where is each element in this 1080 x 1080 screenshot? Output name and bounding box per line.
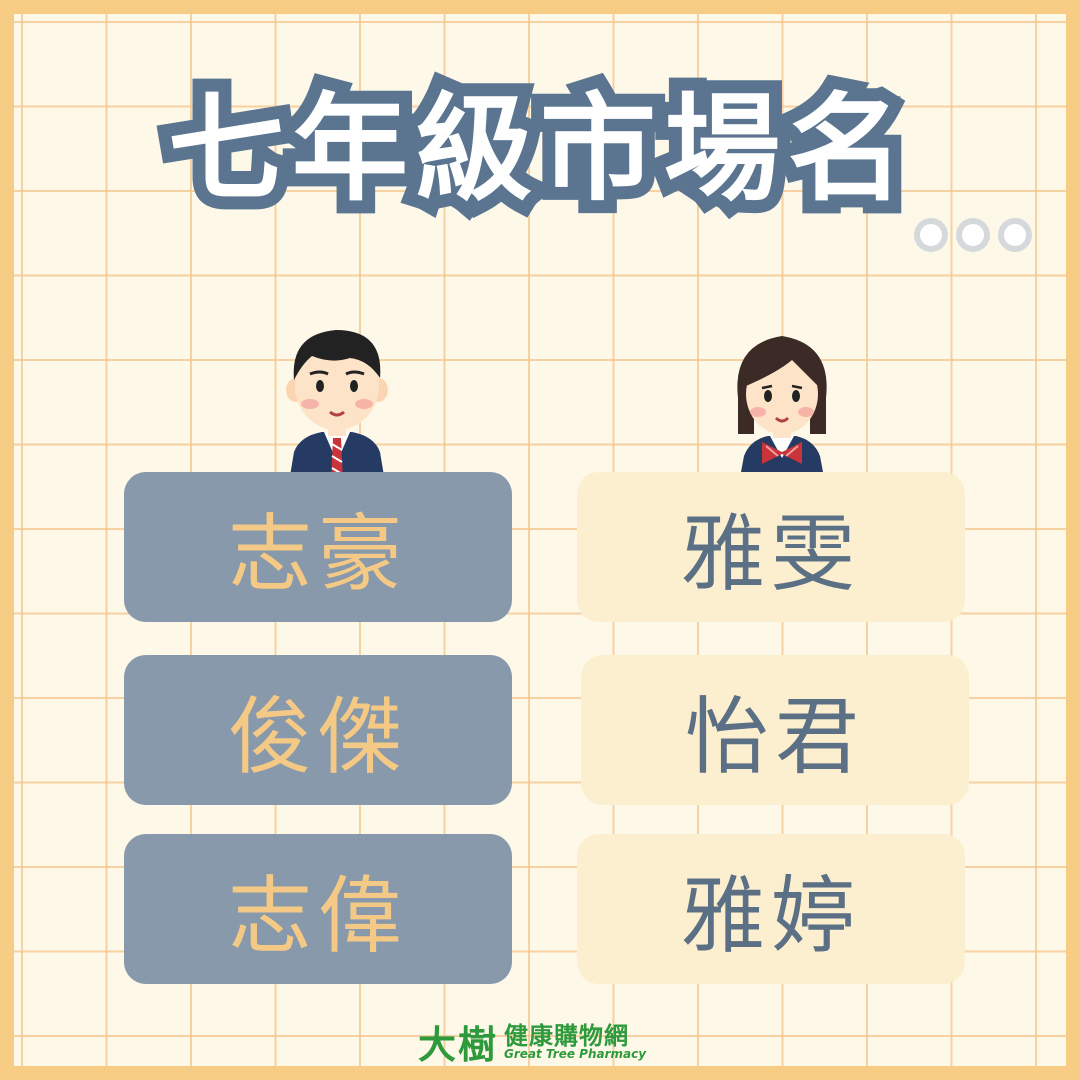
girl-name-card: 怡君: [581, 655, 969, 805]
boy-name-card: 志豪: [124, 472, 512, 622]
logo-english-text: Great Tree Pharmacy: [504, 1046, 647, 1061]
page-title: 七年級市場名: [155, 79, 917, 221]
logo-chinese-text: 健康購物網: [504, 1021, 630, 1050]
ellipsis-decoration: [914, 218, 1032, 252]
girl-name: 雅婷: [680, 866, 861, 965]
logo-side: 健康購物網 Great Tree Pharmacy: [504, 1024, 646, 1060]
boy-name: 志偉: [227, 866, 408, 965]
boy-name-card: 俊傑: [124, 655, 512, 805]
dot: [956, 218, 990, 252]
dot: [914, 218, 948, 252]
boy-student-icon: [286, 330, 388, 488]
girl-name: 怡君: [684, 687, 865, 786]
boy-name: 俊傑: [227, 687, 408, 786]
girl-student-icon: [737, 336, 827, 488]
logo-main-text: 大樹: [418, 1023, 499, 1067]
girl-name-card: 雅婷: [577, 834, 965, 984]
girl-name: 雅雯: [680, 504, 861, 603]
boy-name: 志豪: [227, 504, 408, 603]
brand-logo: 大樹 健康購物網 Great Tree Pharmacy: [418, 1014, 646, 1067]
boy-name-card: 志偉: [124, 834, 512, 984]
dot: [998, 218, 1032, 252]
girl-name-card: 雅雯: [577, 472, 965, 622]
